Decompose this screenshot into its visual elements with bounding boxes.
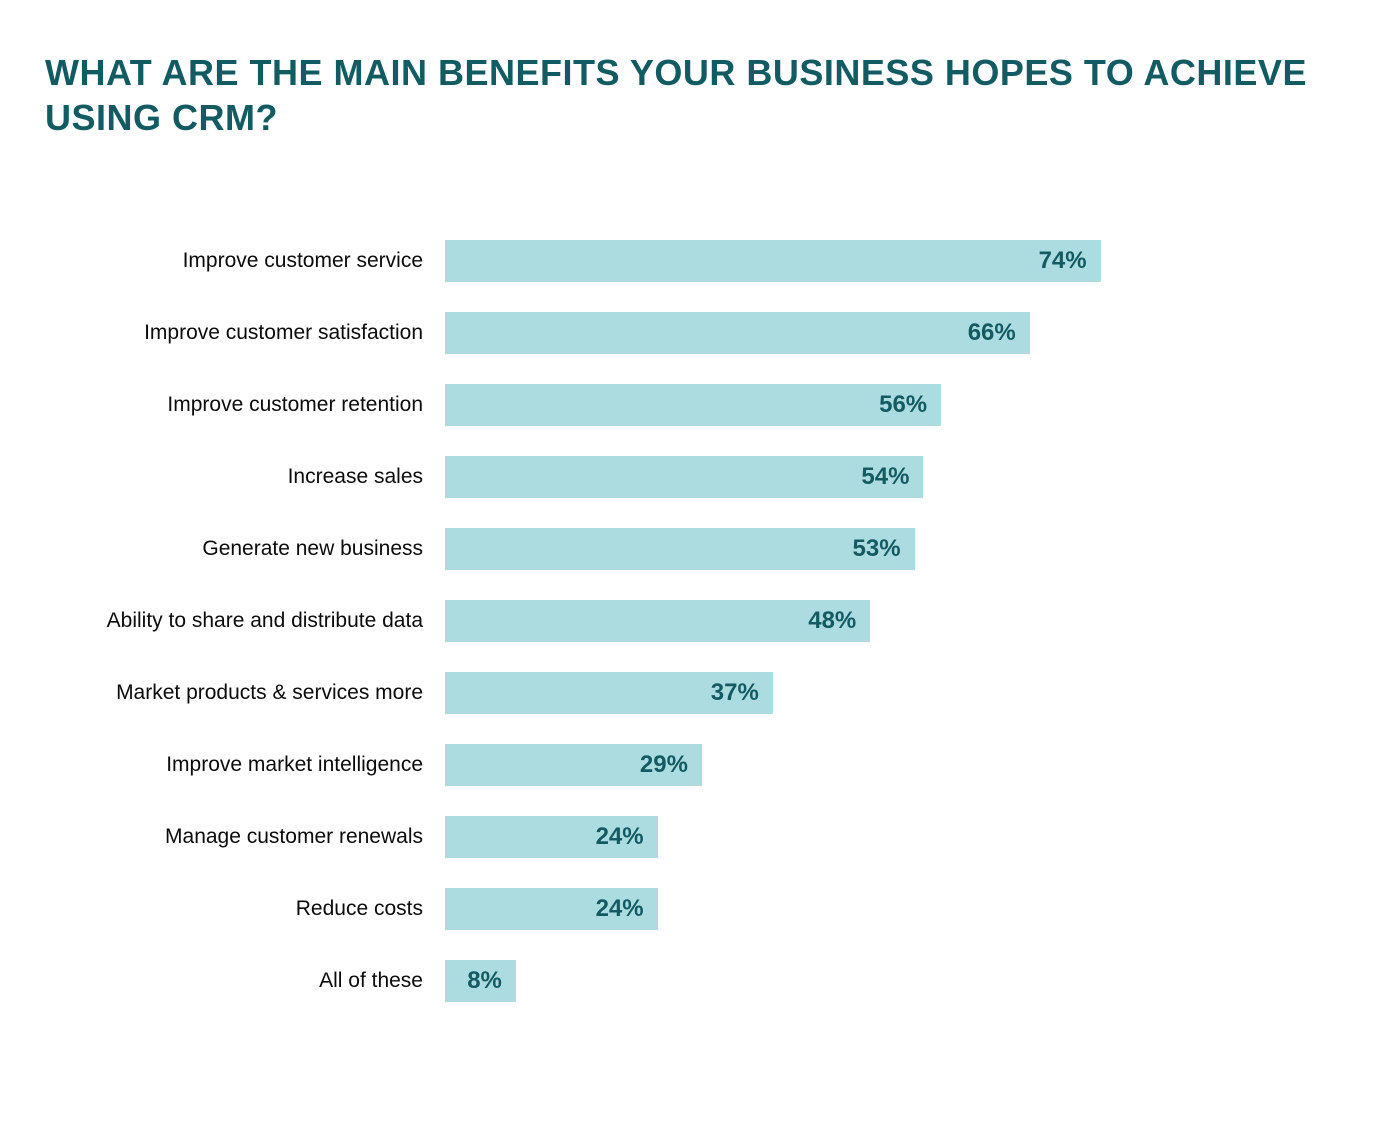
bar: 24% bbox=[445, 888, 658, 930]
bar-label: Reduce costs bbox=[45, 897, 445, 921]
chart-row: Improve customer satisfaction 66% bbox=[45, 312, 1331, 354]
bar-track: 24% bbox=[445, 888, 1331, 930]
bar-label: Generate new business bbox=[45, 537, 445, 561]
bar-track: 74% bbox=[445, 240, 1331, 282]
chart-row: Reduce costs 24% bbox=[45, 888, 1331, 930]
chart-row: Generate new business 53% bbox=[45, 528, 1331, 570]
bar-value: 24% bbox=[596, 895, 644, 923]
bar: 48% bbox=[445, 600, 870, 642]
bar-value: 54% bbox=[861, 463, 909, 491]
bar-label: Improve customer retention bbox=[45, 393, 445, 417]
bar-label: Market products & services more bbox=[45, 681, 445, 705]
bar: 24% bbox=[445, 816, 658, 858]
bar-label: Improve customer satisfaction bbox=[45, 321, 445, 345]
bar: 66% bbox=[445, 312, 1030, 354]
benefits-bar-chart: Improve customer service74%Improve custo… bbox=[45, 240, 1331, 1002]
bar: 74% bbox=[445, 240, 1101, 282]
bar-track: 66% bbox=[445, 312, 1331, 354]
bar-value: 29% bbox=[640, 751, 688, 779]
chart-row: All of these 8% bbox=[45, 960, 1331, 1002]
bar-label: Increase sales bbox=[45, 465, 445, 489]
bar: 37% bbox=[445, 672, 773, 714]
bar: 8% bbox=[445, 960, 516, 1002]
bar: 56% bbox=[445, 384, 941, 426]
bar-track: 8% bbox=[445, 960, 1331, 1002]
bar-track: 48% bbox=[445, 600, 1331, 642]
chart-row: Improve customer service 74% bbox=[45, 240, 1331, 282]
bar-value: 74% bbox=[1039, 247, 1087, 275]
bar: 54% bbox=[445, 456, 923, 498]
chart-row: Improve market intelligence 29% bbox=[45, 744, 1331, 786]
bar-value: 48% bbox=[808, 607, 856, 635]
bar-value: 53% bbox=[853, 535, 901, 563]
bar-value: 24% bbox=[596, 823, 644, 851]
bar-label: Manage customer renewals bbox=[45, 825, 445, 849]
bar-value: 66% bbox=[968, 319, 1016, 347]
bar-label: Ability to share and distribute data bbox=[45, 609, 445, 633]
chart-row: Increase sales 54% bbox=[45, 456, 1331, 498]
bar-track: 29% bbox=[445, 744, 1331, 786]
chart-row: Market products & services more 37% bbox=[45, 672, 1331, 714]
bar-label: All of these bbox=[45, 969, 445, 993]
bar-value: 37% bbox=[711, 679, 759, 707]
bar-track: 24% bbox=[445, 816, 1331, 858]
bar-value: 8% bbox=[467, 967, 502, 995]
chart-row: Ability to share and distribute data 48% bbox=[45, 600, 1331, 642]
chart-title: WHAT ARE THE MAIN BENEFITS YOUR BUSINESS… bbox=[45, 50, 1331, 140]
bar-track: 54% bbox=[445, 456, 1331, 498]
bar-label: Improve customer service bbox=[45, 249, 445, 273]
bar-label: Improve market intelligence bbox=[45, 753, 445, 777]
bar: 53% bbox=[445, 528, 915, 570]
bar: 29% bbox=[445, 744, 702, 786]
bar-track: 56% bbox=[445, 384, 1331, 426]
chart-row: Manage customer renewals 24% bbox=[45, 816, 1331, 858]
bar-track: 53% bbox=[445, 528, 1331, 570]
bar-value: 56% bbox=[879, 391, 927, 419]
chart-row: Improve customer retention 56% bbox=[45, 384, 1331, 426]
bar-track: 37% bbox=[445, 672, 1331, 714]
